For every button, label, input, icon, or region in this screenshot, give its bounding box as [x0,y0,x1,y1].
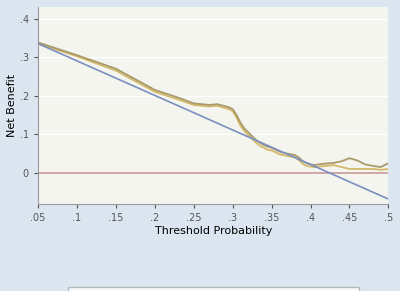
X-axis label: Threshold Probability: Threshold Probability [154,226,272,235]
Legend: Assume all VVS recurrence, Assume none VVS recurrence, Basic model + Risk Factor: Assume all VVS recurrence, Assume none V… [68,287,359,291]
Y-axis label: Net Benefit: Net Benefit [7,74,17,137]
